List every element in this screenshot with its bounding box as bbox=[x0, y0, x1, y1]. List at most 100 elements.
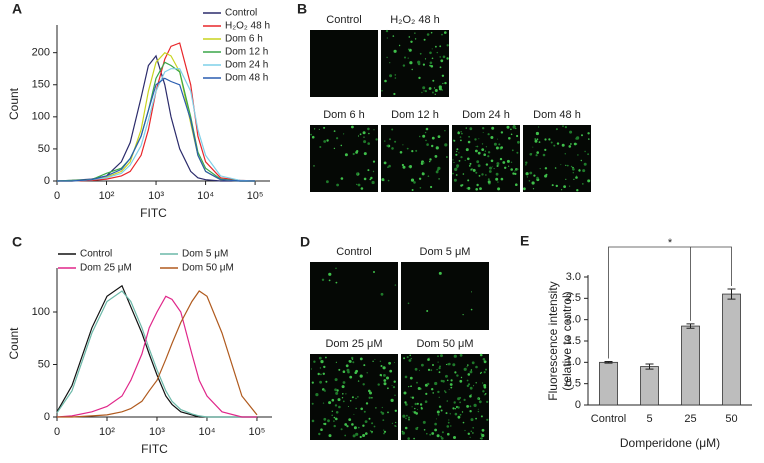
cell-spot bbox=[407, 437, 411, 440]
cell-spot bbox=[544, 138, 547, 141]
cell-spot bbox=[478, 400, 482, 404]
cell-spot bbox=[409, 354, 412, 357]
cell-spot bbox=[426, 143, 429, 146]
cell-spot bbox=[445, 374, 448, 378]
cell-spot bbox=[532, 146, 534, 148]
cell-spot bbox=[405, 403, 408, 406]
legend-label: H₂O₂ 48 h bbox=[225, 21, 270, 32]
cell-spot bbox=[446, 425, 450, 428]
cell-spot bbox=[434, 422, 437, 426]
cell-spot bbox=[387, 411, 389, 414]
cell-spot bbox=[428, 87, 432, 90]
cell-spot bbox=[422, 420, 426, 424]
cell-spot bbox=[355, 369, 358, 373]
cell-spot bbox=[535, 154, 538, 157]
cell-spot bbox=[587, 179, 591, 183]
y-tick-label: 2.5 bbox=[566, 292, 581, 304]
cell-spot bbox=[333, 420, 335, 422]
error-bar bbox=[727, 288, 736, 300]
cell-spot bbox=[441, 437, 444, 440]
cell-spot bbox=[391, 128, 394, 131]
error-bar bbox=[604, 360, 613, 364]
cell-spot bbox=[386, 144, 389, 148]
cell-spot bbox=[490, 159, 494, 163]
cell-spot bbox=[437, 390, 440, 394]
cell-spot bbox=[434, 381, 438, 386]
cell-spot bbox=[490, 136, 494, 139]
cell-spot bbox=[381, 412, 385, 415]
cell-spot bbox=[434, 89, 438, 92]
cell-spot bbox=[422, 172, 424, 174]
cell-spot bbox=[510, 161, 513, 163]
cell-spot bbox=[351, 358, 354, 360]
cell-spot bbox=[393, 380, 396, 383]
cell-spot bbox=[410, 357, 412, 360]
cell-spot bbox=[438, 371, 441, 374]
legend-label: Dom 12 h bbox=[225, 47, 268, 58]
cell-spot bbox=[477, 408, 479, 410]
cell-spot bbox=[311, 402, 314, 405]
cell-spot bbox=[534, 138, 536, 140]
cell-spot bbox=[439, 45, 442, 48]
cell-spot bbox=[333, 416, 336, 419]
cell-spot bbox=[481, 428, 485, 432]
cell-spot bbox=[383, 379, 387, 382]
y-axis-label: Count bbox=[7, 87, 21, 120]
cell-spot bbox=[414, 38, 417, 40]
cell-spot bbox=[467, 373, 471, 376]
cell-spot bbox=[368, 396, 371, 399]
cell-spot bbox=[344, 153, 348, 157]
cell-spot bbox=[422, 86, 426, 90]
cell-spot bbox=[359, 435, 362, 439]
cell-spot bbox=[408, 359, 412, 362]
cell-spot bbox=[362, 434, 366, 437]
cell-spot bbox=[447, 421, 450, 424]
cell-spot bbox=[384, 79, 387, 83]
cell-spot bbox=[356, 150, 359, 153]
cell-spot bbox=[469, 395, 472, 398]
cell-spot bbox=[318, 356, 322, 360]
cell-spot bbox=[386, 56, 388, 59]
cell-spot bbox=[576, 189, 579, 192]
image-label: Dom 25 μM bbox=[325, 338, 382, 350]
cell-spot bbox=[465, 127, 467, 129]
cell-spot bbox=[450, 386, 453, 389]
cell-spot bbox=[379, 360, 382, 362]
cell-spot bbox=[431, 136, 435, 140]
cell-spot bbox=[469, 386, 473, 390]
cell-spot bbox=[478, 138, 480, 140]
annotation: * bbox=[668, 237, 673, 249]
cell-spot bbox=[353, 413, 355, 415]
cell-spot bbox=[336, 183, 339, 187]
cell-spot bbox=[368, 132, 370, 135]
cell-spot bbox=[570, 143, 572, 145]
cell-spot bbox=[423, 429, 426, 431]
cell-spot bbox=[381, 178, 385, 182]
cell-spot bbox=[406, 356, 409, 359]
cell-spot bbox=[536, 176, 539, 180]
cell-spot bbox=[340, 177, 344, 180]
cell-spot bbox=[336, 389, 339, 392]
cell-spot bbox=[472, 427, 475, 429]
cell-spot bbox=[412, 411, 414, 413]
micrograph bbox=[310, 262, 398, 330]
cell-spot bbox=[483, 153, 487, 156]
cell-spot bbox=[565, 164, 567, 166]
cell-spot bbox=[563, 185, 566, 189]
cell-spot bbox=[482, 127, 485, 130]
cell-spot bbox=[516, 168, 519, 171]
cell-spot bbox=[461, 184, 464, 186]
cell-spot bbox=[326, 139, 329, 142]
cell-spot bbox=[531, 153, 533, 155]
cell-spot bbox=[481, 433, 485, 438]
cell-spot bbox=[479, 187, 482, 191]
legend-label: Control bbox=[80, 249, 112, 260]
cell-spot bbox=[533, 174, 536, 177]
cell-spot bbox=[381, 375, 382, 377]
cell-spot bbox=[408, 50, 410, 52]
cell-spot bbox=[364, 420, 368, 423]
cell-spot bbox=[484, 150, 487, 152]
cell-spot bbox=[441, 431, 444, 434]
cell-spot bbox=[407, 48, 410, 51]
cell-spot bbox=[556, 142, 560, 145]
